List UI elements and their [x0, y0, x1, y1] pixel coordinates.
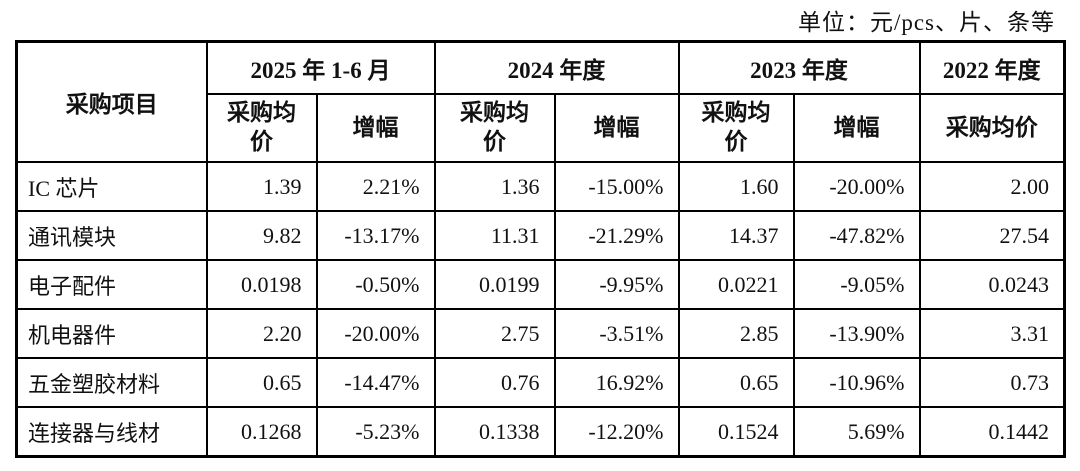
header-row-metrics: 采购均 价 增幅 采购均 价 增幅 采购均 价 增幅 采购均价 — [17, 93, 1066, 163]
sub-header-avg-price-2025: 采购均 价 — [205, 93, 318, 163]
sub-header-avg-price-2024: 采购均 价 — [433, 93, 556, 163]
row-label: IC 芯片 — [15, 161, 208, 212]
cell-value: 9.82 — [205, 210, 318, 261]
cell-value: 0.1442 — [918, 406, 1066, 458]
cell-value: 0.0243 — [918, 259, 1066, 310]
cell-value: -12.20% — [553, 406, 680, 458]
cell-value: 0.0221 — [677, 259, 795, 310]
cell-value: 0.0199 — [433, 259, 556, 310]
cell-value: -3.51% — [553, 308, 680, 359]
table-row: 通讯模块 9.82 -13.17% 11.31 -21.29% 14.37 -4… — [15, 210, 1066, 261]
cell-value: 1.36 — [433, 161, 556, 212]
cell-value: 27.54 — [918, 210, 1066, 261]
cell-value: 2.85 — [677, 308, 795, 359]
row-label: 通讯模块 — [15, 210, 208, 261]
cell-value: 11.31 — [433, 210, 556, 261]
sub-header-growth-2024: 增幅 — [553, 93, 680, 163]
cell-value: -5.23% — [315, 406, 436, 458]
table-row: 连接器与线材 0.1268 -5.23% 0.1338 -12.20% 0.15… — [15, 406, 1066, 458]
procurement-price-table: 采购项目 2025 年 1-6 月 2024 年度 2023 年度 2022 年… — [15, 40, 1067, 458]
cell-value: 0.1268 — [205, 406, 318, 458]
header-row-periods: 采购项目 2025 年 1-6 月 2024 年度 2023 年度 2022 年… — [15, 40, 1066, 163]
col-group-2025: 2025 年 1-6 月 — [205, 40, 436, 95]
sub-header-growth-2025: 增幅 — [315, 93, 436, 163]
row-label: 连接器与线材 — [15, 406, 208, 458]
col-header-item: 采购项目 — [15, 40, 208, 163]
cell-value: 0.0198 — [205, 259, 318, 310]
cell-value: -9.05% — [792, 259, 921, 310]
cell-value: 2.21% — [315, 161, 436, 212]
row-label: 电子配件 — [15, 259, 208, 310]
cell-value: 0.65 — [677, 357, 795, 408]
col-group-2023: 2023 年度 — [677, 40, 921, 95]
cell-value: 0.65 — [205, 357, 318, 408]
table-row: 电子配件 0.0198 -0.50% 0.0199 -9.95% 0.0221 … — [15, 259, 1066, 310]
cell-value: -21.29% — [553, 210, 680, 261]
cell-value: -20.00% — [792, 161, 921, 212]
cell-value: 1.60 — [677, 161, 795, 212]
cell-value: 5.69% — [792, 406, 921, 458]
cell-value: -47.82% — [792, 210, 921, 261]
cell-value: 0.1338 — [433, 406, 556, 458]
cell-value: -10.96% — [792, 357, 921, 408]
cell-value: 14.37 — [677, 210, 795, 261]
cell-value: -13.90% — [792, 308, 921, 359]
row-label: 五金塑胶材料 — [15, 357, 208, 408]
cell-value: -13.17% — [315, 210, 436, 261]
table-row: 五金塑胶材料 0.65 -14.47% 0.76 16.92% 0.65 -10… — [15, 357, 1066, 408]
cell-value: 0.76 — [433, 357, 556, 408]
cell-value: 2.75 — [433, 308, 556, 359]
cell-value: -14.47% — [315, 357, 436, 408]
cell-value: 16.92% — [553, 357, 680, 408]
sub-header-avg-price-2023: 采购均 价 — [677, 93, 795, 163]
cell-value: -9.95% — [553, 259, 680, 310]
cell-value: 3.31 — [918, 308, 1066, 359]
table-row: IC 芯片 1.39 2.21% 1.36 -15.00% 1.60 -20.0… — [15, 161, 1066, 212]
cell-value: 2.00 — [918, 161, 1066, 212]
row-label: 机电器件 — [15, 308, 208, 359]
table-row: 机电器件 2.20 -20.00% 2.75 -3.51% 2.85 -13.9… — [15, 308, 1066, 359]
sub-header-avg-price-2022: 采购均价 — [918, 93, 1066, 163]
cell-value: -0.50% — [315, 259, 436, 310]
col-group-2024: 2024 年度 — [433, 40, 680, 95]
unit-note: 单位：元/pcs、片、条等 — [797, 10, 1055, 35]
cell-value: -20.00% — [315, 308, 436, 359]
cell-value: 1.39 — [205, 161, 318, 212]
col-group-2022: 2022 年度 — [918, 40, 1066, 95]
cell-value: 0.1524 — [677, 406, 795, 458]
cell-value: 0.73 — [918, 357, 1066, 408]
cell-value: 2.20 — [205, 308, 318, 359]
sub-header-growth-2023: 增幅 — [792, 93, 921, 163]
cell-value: -15.00% — [553, 161, 680, 212]
